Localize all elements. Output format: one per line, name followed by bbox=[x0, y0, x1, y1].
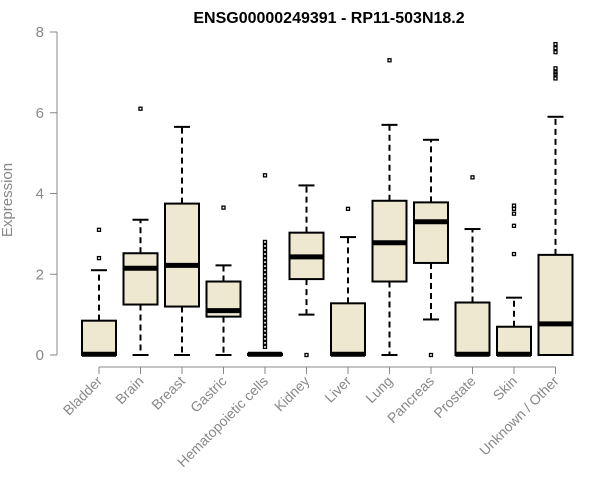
box-iqr bbox=[122, 252, 159, 306]
box-iqr bbox=[164, 202, 200, 308]
x-tick-label: Unknown / Other bbox=[476, 373, 562, 459]
outlier-point bbox=[221, 205, 226, 210]
outlier-point bbox=[304, 352, 309, 358]
outlier-point bbox=[511, 211, 517, 216]
outlier-point bbox=[262, 292, 268, 297]
outlier-point bbox=[262, 300, 268, 305]
outlier-point bbox=[511, 206, 517, 211]
outlier-point bbox=[262, 320, 268, 325]
y-tick-label: 0 bbox=[36, 347, 44, 364]
outlier-point bbox=[262, 308, 268, 313]
outlier-point bbox=[262, 268, 268, 273]
outlier-point bbox=[262, 259, 268, 265]
outlier-point bbox=[262, 332, 268, 337]
outlier-point bbox=[511, 223, 517, 228]
x-tick-label: Prostate bbox=[430, 373, 478, 421]
outlier-point bbox=[553, 50, 558, 55]
outlier-point bbox=[345, 206, 351, 211]
outlier-point bbox=[96, 227, 102, 232]
outlier-point bbox=[262, 316, 268, 321]
outlier-point bbox=[262, 276, 268, 281]
outlier-point bbox=[138, 106, 143, 111]
outlier-point bbox=[262, 288, 268, 293]
outlier-point bbox=[553, 41, 558, 47]
outlier-point bbox=[262, 284, 268, 289]
outlier-point bbox=[553, 46, 558, 51]
outlier-point bbox=[262, 255, 268, 261]
box-iqr bbox=[537, 253, 574, 356]
x-tick-label: Brain bbox=[112, 373, 146, 407]
outlier-point bbox=[428, 352, 434, 358]
outlier-point bbox=[262, 239, 268, 245]
outlier-point bbox=[511, 203, 517, 208]
outlier-point bbox=[553, 70, 558, 75]
outlier-point bbox=[96, 255, 102, 261]
x-tick-label: Kidney bbox=[271, 373, 313, 415]
outlier-point bbox=[262, 340, 268, 346]
y-tick-label: 2 bbox=[36, 266, 44, 283]
box-iqr bbox=[454, 301, 491, 357]
outlier-point bbox=[262, 251, 268, 257]
outlier-point bbox=[262, 336, 268, 342]
outlier-point bbox=[262, 344, 268, 350]
outlier-point bbox=[262, 243, 268, 249]
outlier-point bbox=[470, 175, 475, 180]
x-tick-label: Liver bbox=[321, 373, 354, 406]
y-tick-label: 4 bbox=[36, 186, 44, 203]
y-tick-label: 8 bbox=[36, 24, 44, 41]
outlier-point bbox=[262, 264, 268, 269]
x-tick-label: Lung bbox=[362, 373, 395, 406]
y-axis-label: Expression bbox=[0, 163, 16, 237]
outlier-point bbox=[553, 66, 558, 71]
box-iqr bbox=[413, 201, 449, 264]
outlier-point bbox=[262, 173, 268, 178]
outlier-point bbox=[262, 247, 268, 253]
outlier-point bbox=[553, 76, 558, 81]
outlier-point bbox=[387, 58, 392, 63]
outlier-point bbox=[511, 251, 517, 257]
x-tick-label: Skin bbox=[490, 373, 521, 404]
y-tick-label: 6 bbox=[36, 105, 44, 122]
box-iqr bbox=[496, 325, 532, 356]
outlier-point bbox=[262, 296, 268, 301]
outlier-point bbox=[262, 324, 268, 329]
box-iqr bbox=[330, 302, 366, 357]
outlier-point bbox=[262, 312, 268, 317]
box-iqr bbox=[81, 319, 117, 356]
y-axis: 0 2 4 6 8 bbox=[36, 24, 58, 364]
chart-title: ENSG00000249391 - RP11-503N18.2 bbox=[193, 10, 464, 27]
boxes-group bbox=[81, 41, 574, 358]
x-tick-label: Bladder bbox=[60, 373, 106, 419]
x-tick-label: Breast bbox=[148, 373, 188, 413]
outlier-point bbox=[262, 304, 268, 309]
outlier-point bbox=[262, 272, 268, 277]
outlier-point bbox=[262, 328, 268, 333]
outlier-point bbox=[262, 280, 268, 285]
